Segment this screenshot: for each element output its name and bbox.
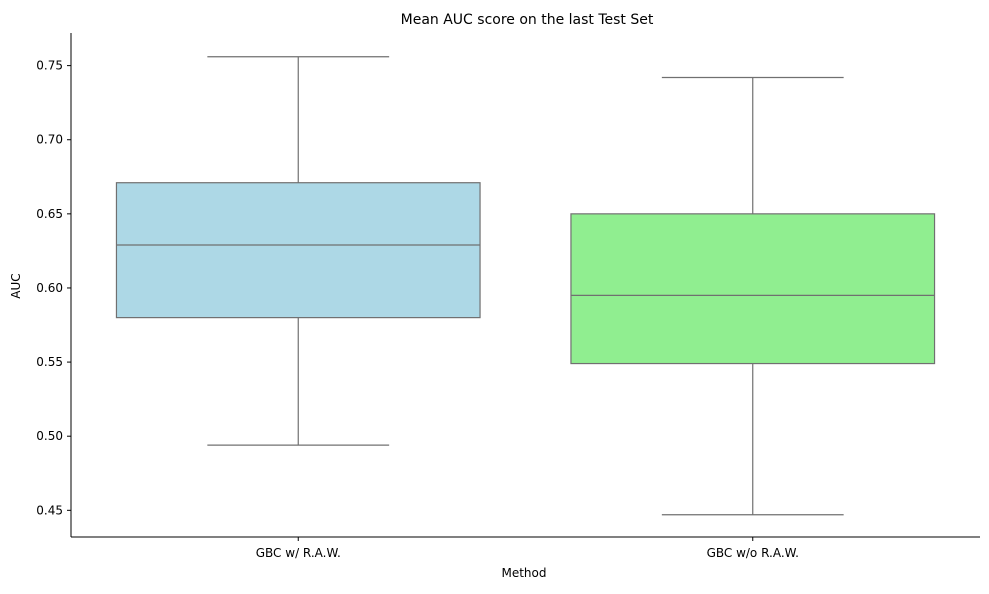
y-axis-label: AUC xyxy=(9,273,23,298)
y-tick-label: 0.60 xyxy=(36,281,63,295)
y-tick-label: 0.75 xyxy=(36,59,63,73)
chart-title: Mean AUC score on the last Test Set xyxy=(401,12,654,28)
y-tick-label: 0.50 xyxy=(36,429,63,443)
box-2 xyxy=(570,213,936,365)
y-tick-label: 0.65 xyxy=(36,207,63,221)
x-tick-label: GBC w/ R.A.W. xyxy=(256,546,341,560)
y-tick-label: 0.70 xyxy=(36,133,63,147)
plot-area: 0.45 0.50 0.55 0.60 0.65 0.70 0.75 GBC w/ R.A.W… xyxy=(36,33,980,560)
x-tick-label: GBC w/o R.A.W. xyxy=(707,546,799,560)
y-tick-label: 0.55 xyxy=(36,355,63,369)
box-1 xyxy=(115,182,481,319)
x-axis-label: Method xyxy=(501,566,546,580)
y-tick-label: 0.45 xyxy=(36,503,63,517)
